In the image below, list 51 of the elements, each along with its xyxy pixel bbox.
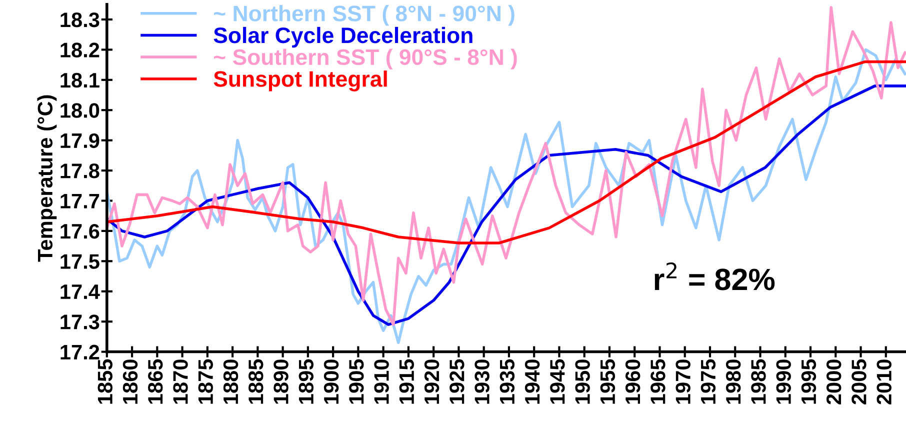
legend-label: ~ Southern SST ( 90°S - 8°N ) [214,48,517,70]
x-tick-label: 1855 [98,359,112,404]
y-tick-label: 17.7 [60,194,100,208]
y-tick-label: 17.5 [60,254,100,269]
y-tick-label: 18.3 [60,12,100,28]
legend-label: ~ Northern SST ( 8°N - 90°N ) [214,5,514,26]
x-tick-label: 1915 [399,359,414,404]
x-tick-label: 1900 [324,360,339,404]
y-axis-title: Temperature (°C) [37,95,57,262]
x-tick-label: 1960 [625,360,640,404]
x-tick-label: 1945 [550,359,565,404]
x-tick-label: 1920 [424,360,440,404]
x-tick-label: 1980 [726,360,741,404]
y-tick-label: 17.9 [60,133,100,148]
x-tick-label: 1880 [223,360,238,404]
x-tick-label: 1930 [474,360,490,404]
x-tick-label: 2010 [876,360,892,404]
y-tick-label: 17.2 [60,344,100,360]
x-tick-label: 1950 [575,360,590,404]
x-tick-label: 1890 [274,360,288,404]
y-tick-label: 18.1 [60,72,100,88]
x-tick-label: 1985 [751,359,766,404]
y-tick-label: 17.6 [60,224,100,239]
x-tick-label: 1905 [349,359,364,404]
line-series [106,6,906,326]
x-tick-label: 1865 [148,359,163,404]
legend-label: Solar Cycle Deceleration [214,26,472,48]
y-tick-label: 17.8 [60,164,100,178]
x-tick-label: 1935 [500,359,515,404]
y-tick-label: 17.3 [60,314,100,330]
x-tick-label: 1885 [248,359,264,404]
y-tick-label: 18.0 [60,103,100,118]
x-tick-label: 1995 [801,359,816,404]
x-tick-label: 1860 [122,360,138,404]
x-tick-label: 2005 [852,359,866,404]
x-tick-label: 1875 [198,359,214,404]
annotation: r$^{2}$ = 82% [654,262,775,290]
x-tick-label: 1870 [173,360,188,404]
x-tick-label: 1910 [374,360,389,404]
x-tick-label: 1925 [450,359,464,404]
y-tick-label: 17.4 [60,284,100,299]
x-tick-label: 1895 [298,359,314,404]
y-tick-label: 18.2 [60,42,100,58]
x-tick-label: 2000 [826,360,842,404]
x-tick-label: 1970 [676,360,690,404]
x-tick-label: 1975 [700,359,716,404]
x-tick-label: 1940 [524,360,540,404]
x-tick-label: 1965 [650,359,666,404]
x-tick-label: 1955 [600,359,616,404]
x-tick-label: 1990 [776,360,791,404]
legend-label: Sunspot Integral [214,70,387,92]
